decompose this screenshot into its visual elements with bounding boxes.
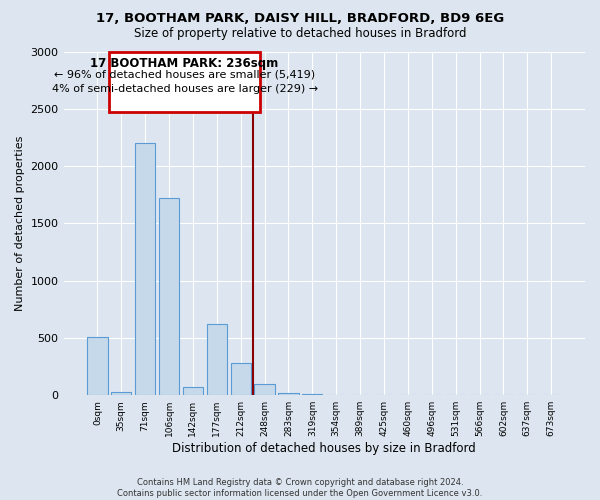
Text: Size of property relative to detached houses in Bradford: Size of property relative to detached ho… [134, 28, 466, 40]
Bar [159, 198, 179, 395]
Bar [278, 393, 299, 395]
Text: 17 BOOTHAM PARK: 236sqm: 17 BOOTHAM PARK: 236sqm [91, 57, 278, 70]
Text: 4% of semi-detached houses are larger (229) →: 4% of semi-detached houses are larger (2… [52, 84, 317, 94]
Text: ← 96% of detached houses are smaller (5,419): ← 96% of detached houses are smaller (5,… [54, 70, 315, 80]
X-axis label: Distribution of detached houses by size in Bradford: Distribution of detached houses by size … [172, 442, 476, 455]
Bar [111, 392, 131, 395]
Bar [254, 384, 275, 395]
Text: Contains HM Land Registry data © Crown copyright and database right 2024.
Contai: Contains HM Land Registry data © Crown c… [118, 478, 482, 498]
Bar [183, 386, 203, 395]
Bar [206, 324, 227, 395]
FancyBboxPatch shape [109, 52, 260, 112]
Bar [87, 337, 107, 395]
Bar [230, 363, 251, 395]
Bar [302, 394, 322, 395]
Y-axis label: Number of detached properties: Number of detached properties [15, 136, 25, 311]
Bar [135, 143, 155, 395]
Text: 17, BOOTHAM PARK, DAISY HILL, BRADFORD, BD9 6EG: 17, BOOTHAM PARK, DAISY HILL, BRADFORD, … [96, 12, 504, 26]
